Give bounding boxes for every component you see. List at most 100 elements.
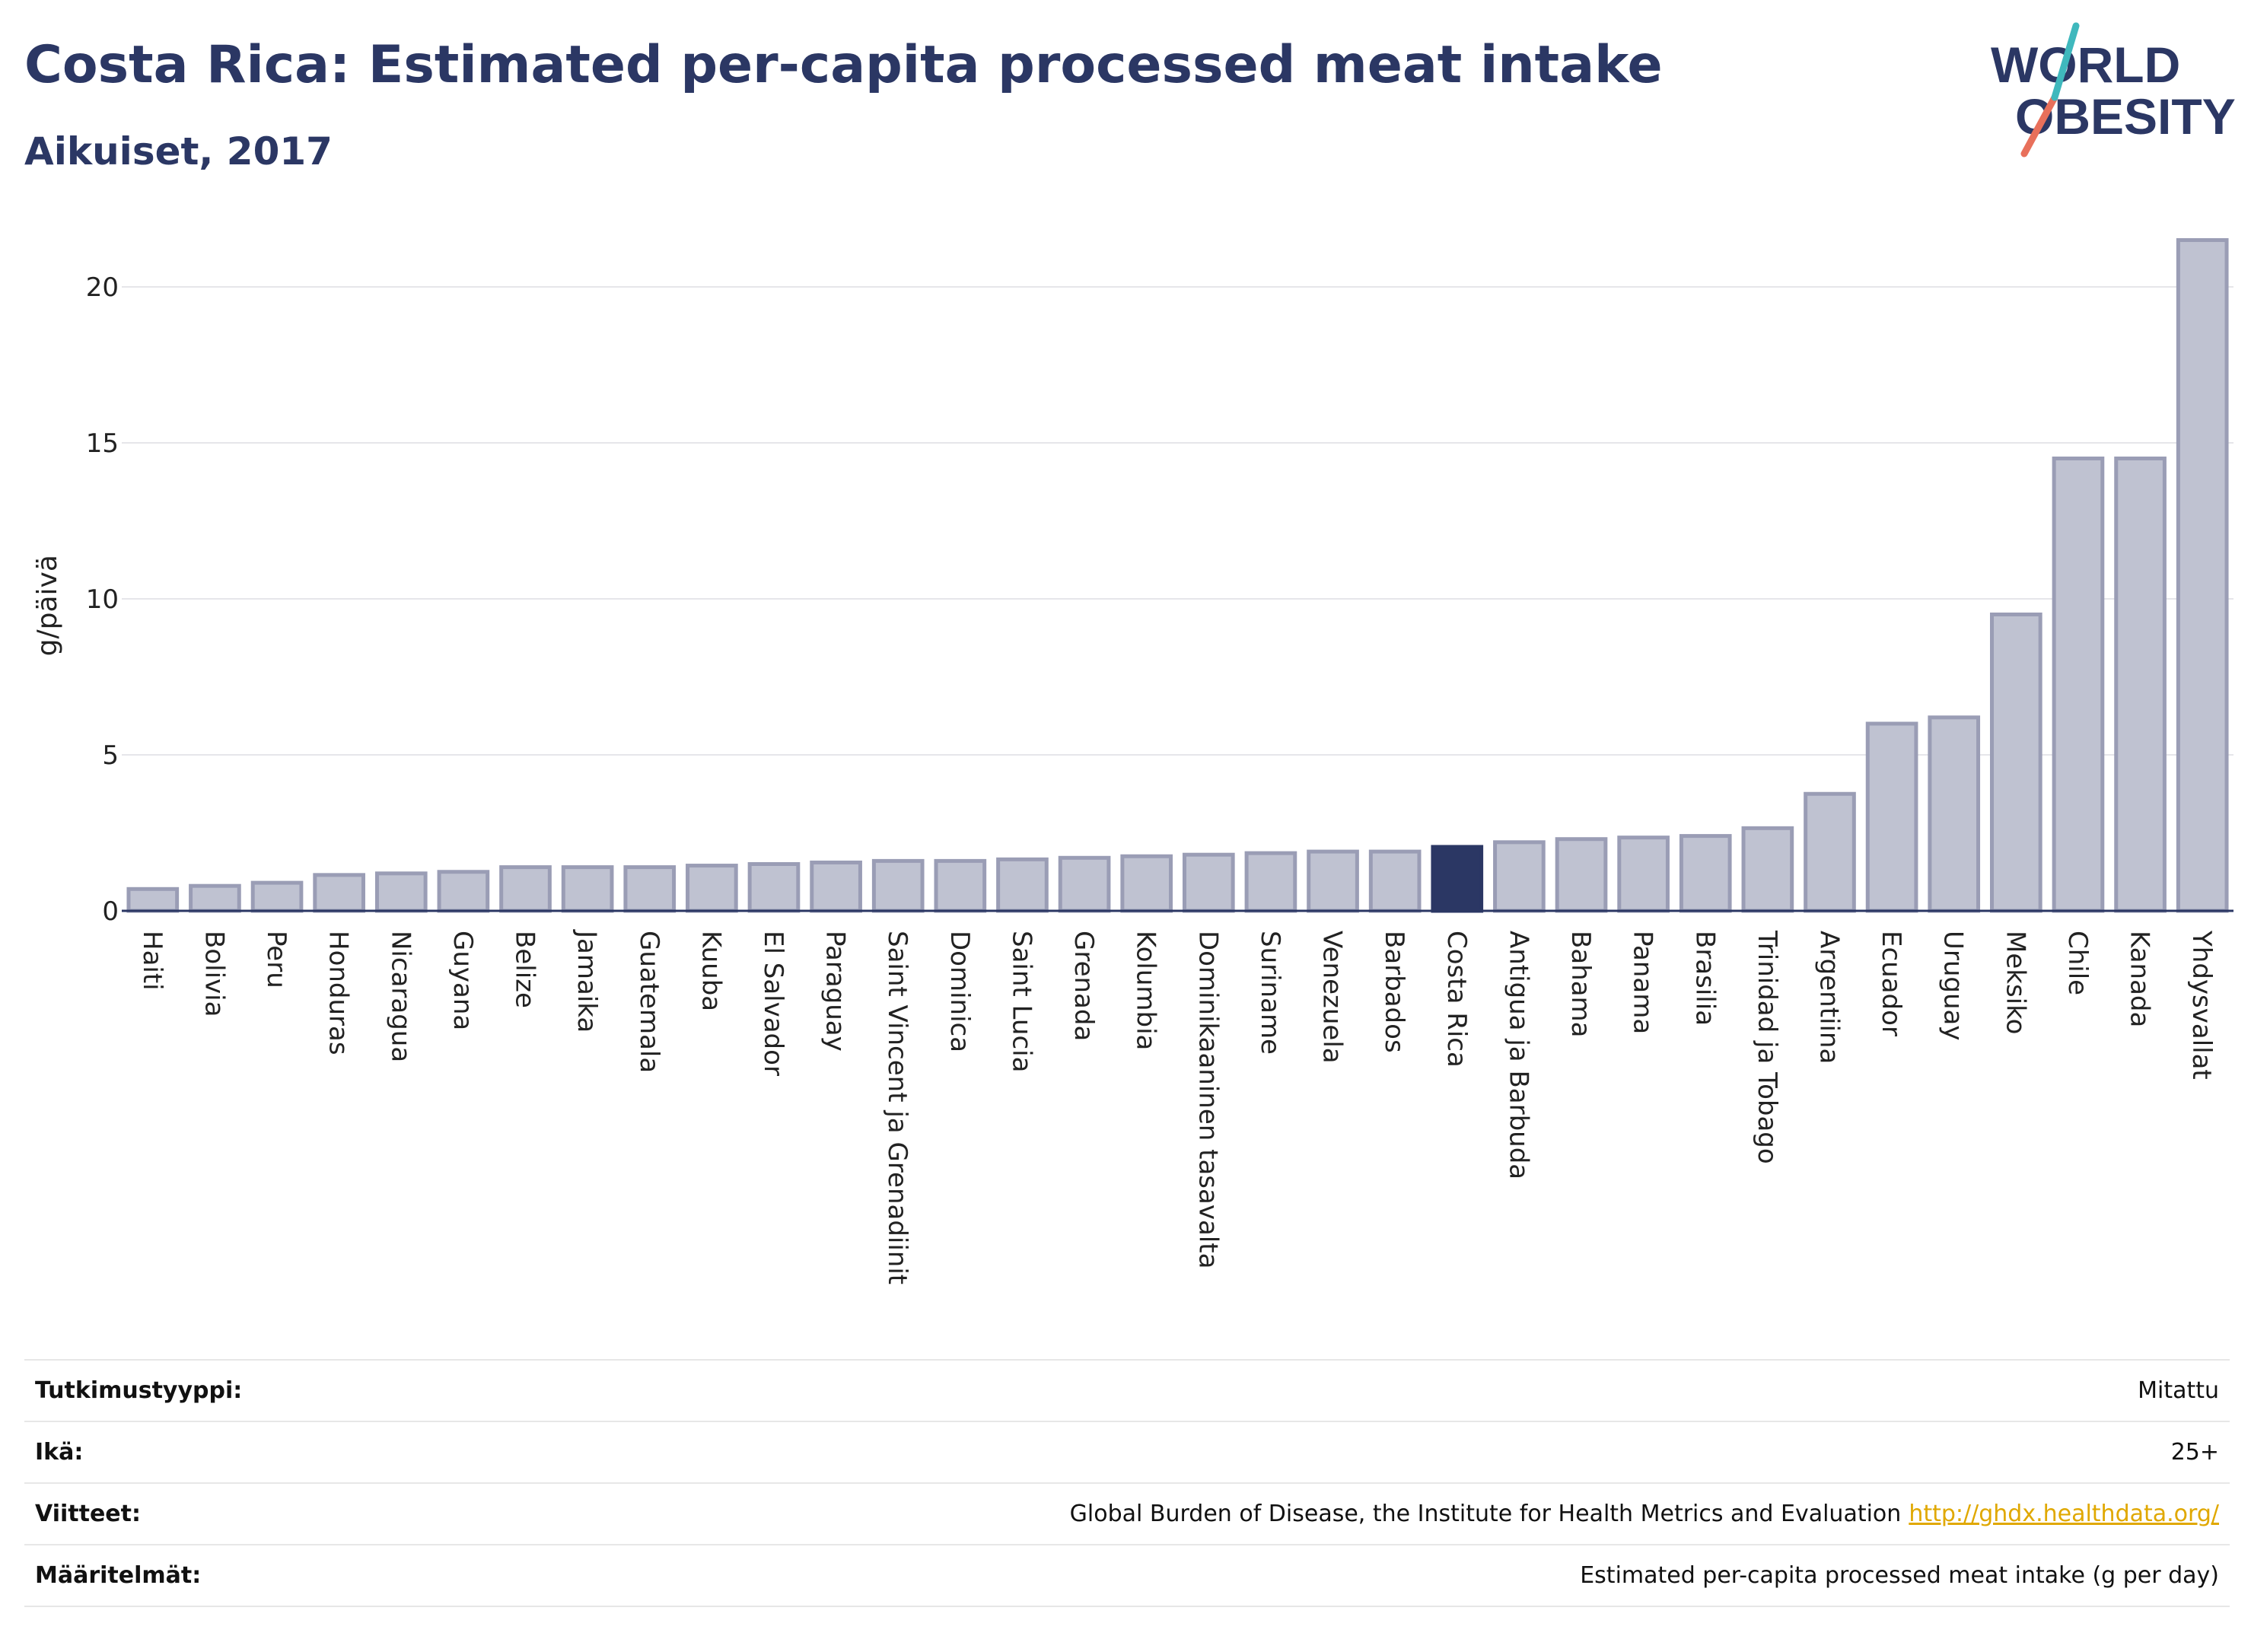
bar [1555,837,1608,913]
x-category-label: Antigua ja Barbuda [1503,931,1533,1179]
bar [747,862,801,913]
bar [313,873,365,913]
bar [499,865,552,913]
info-row-study-type: Tutkimustyyppi: Mitattu [24,1361,2230,1422]
x-category-label: Suriname [1255,931,1285,1055]
y-tick-label: 5 [102,740,119,771]
x-category-label: Dominikaaninen tasavalta [1192,931,1223,1268]
x-category-label: El Salvador [758,931,788,1076]
bar-layer [126,238,2229,913]
bar [250,880,304,913]
info-key: Ikä: [35,1439,84,1466]
x-category-label: Uruguay [1938,931,1969,1041]
x-category-label: Haiti [137,931,167,991]
x-category-label: Kuuba [696,931,726,1011]
bar [1928,715,1981,913]
x-category-label: Trinidad ja Tobago [1752,930,1782,1164]
bar [1368,849,1422,913]
x-category-label: Venezuela [1317,931,1348,1064]
axis-layer: 0 5 10 15 20 g/päivä [32,272,2233,927]
y-tick-label: 15 [86,428,119,459]
x-category-label: Guatemala [634,931,664,1073]
chart-title: Costa Rica: Estimated per-capita process… [24,35,1663,95]
info-table: Tutkimustyyppi: Mitattu Ikä: 25+ Viittee… [24,1359,2230,1607]
x-category-label: Barbados [1379,931,1409,1053]
x-category-label: Kolumbia [1131,931,1161,1050]
bar-chart: 0 5 10 15 20 g/päivä Haiti Bolivia Peru Honduras… [32,238,2233,1284]
info-key: Viitteet: [35,1501,141,1527]
info-value: Estimated per-capita processed meat inta… [1580,1562,2219,1589]
x-category-label: Nicaragua [385,931,415,1062]
x-category-label: Ecuador [1876,931,1906,1036]
x-category-label: Guyana [447,931,478,1030]
x-category-label: Yhdysvallat [2186,930,2217,1080]
bar [1741,826,1794,913]
bar [1493,840,1546,913]
bar [189,883,241,913]
bar [126,886,180,913]
x-category-label: Grenada [1068,931,1099,1041]
bar-highlight [1431,845,1484,913]
info-key: Määritelmät: [35,1562,202,1589]
reference-text: Global Burden of Disease, the Institute … [1069,1501,1902,1527]
bar [934,858,987,913]
info-value: 25+ [2170,1439,2219,1466]
bar [1804,791,1856,913]
bar [1865,721,1918,913]
bar [2176,238,2229,913]
x-category-label: Saint Vincent ja Grenadiinit [882,931,912,1284]
bar [1244,851,1297,913]
x-category-label: Argentiina [1813,931,1844,1064]
info-key: Tutkimustyyppi: [35,1377,243,1404]
bar [996,857,1049,913]
x-category-label: Brasilia [1689,931,1720,1026]
info-value: Global Burden of Disease, the Institute … [1070,1501,2219,1527]
bar [1058,855,1111,913]
bar [2114,457,2167,913]
bar [686,864,738,913]
info-value: Mitattu [2138,1377,2219,1404]
y-tick-label: 20 [86,272,119,303]
bar [623,865,677,913]
x-category-label: Paraguay [820,931,851,1052]
info-row-references: Viitteet: Global Burden of Disease, the … [24,1484,2230,1545]
y-tick-label: 0 [102,896,119,927]
logo-slash-teal [2051,22,2080,101]
x-category-label: Meksiko [2000,931,2030,1034]
x-category-label: Jamaika [572,929,602,1033]
x-category-label: Honduras [323,931,354,1055]
x-category-label: Peru [261,931,291,988]
bar [1679,834,1732,913]
logo-slash-red [2020,94,2058,158]
bar [437,870,490,913]
x-category-label: Costa Rica [1441,931,1472,1068]
y-axis-title: g/päivä [32,555,63,656]
bar [871,858,925,913]
bar [2052,457,2105,913]
x-category-label: Chile [2062,931,2093,995]
reference-link[interactable]: http://ghdx.healthdata.org/ [1909,1501,2219,1527]
grid-layer [122,286,2233,756]
bar [374,871,428,913]
x-category-label: Belize [510,931,540,1008]
y-tick-label: 10 [86,584,119,615]
bar [1307,849,1359,913]
bar [1990,613,2042,913]
world-obesity-logo: WORLD OBESITY [1991,22,2236,158]
bar [1617,836,1670,913]
x-category-label: Saint Lucia [1006,931,1036,1072]
x-category-label: Dominica [944,931,975,1052]
x-category-label: Panama [1628,931,1658,1034]
x-category-label: Bahama [1565,931,1596,1038]
info-row-definitions: Määritelmät: Estimated per-capita proces… [24,1545,2230,1607]
x-category-label: Kanada [2125,931,2155,1027]
bar [1182,852,1235,913]
bar [810,860,862,913]
chart-subtitle: Aikuiset, 2017 [24,129,333,173]
logo-text-line1: WORLD [1991,37,2180,93]
bar [1120,854,1173,913]
label-layer: Haiti Bolivia Peru Honduras Nicaragua Guyana B… [137,929,2217,1284]
bar [561,865,614,913]
x-category-label: Bolivia [199,931,229,1017]
info-row-age: Ikä: 25+ [24,1422,2230,1484]
